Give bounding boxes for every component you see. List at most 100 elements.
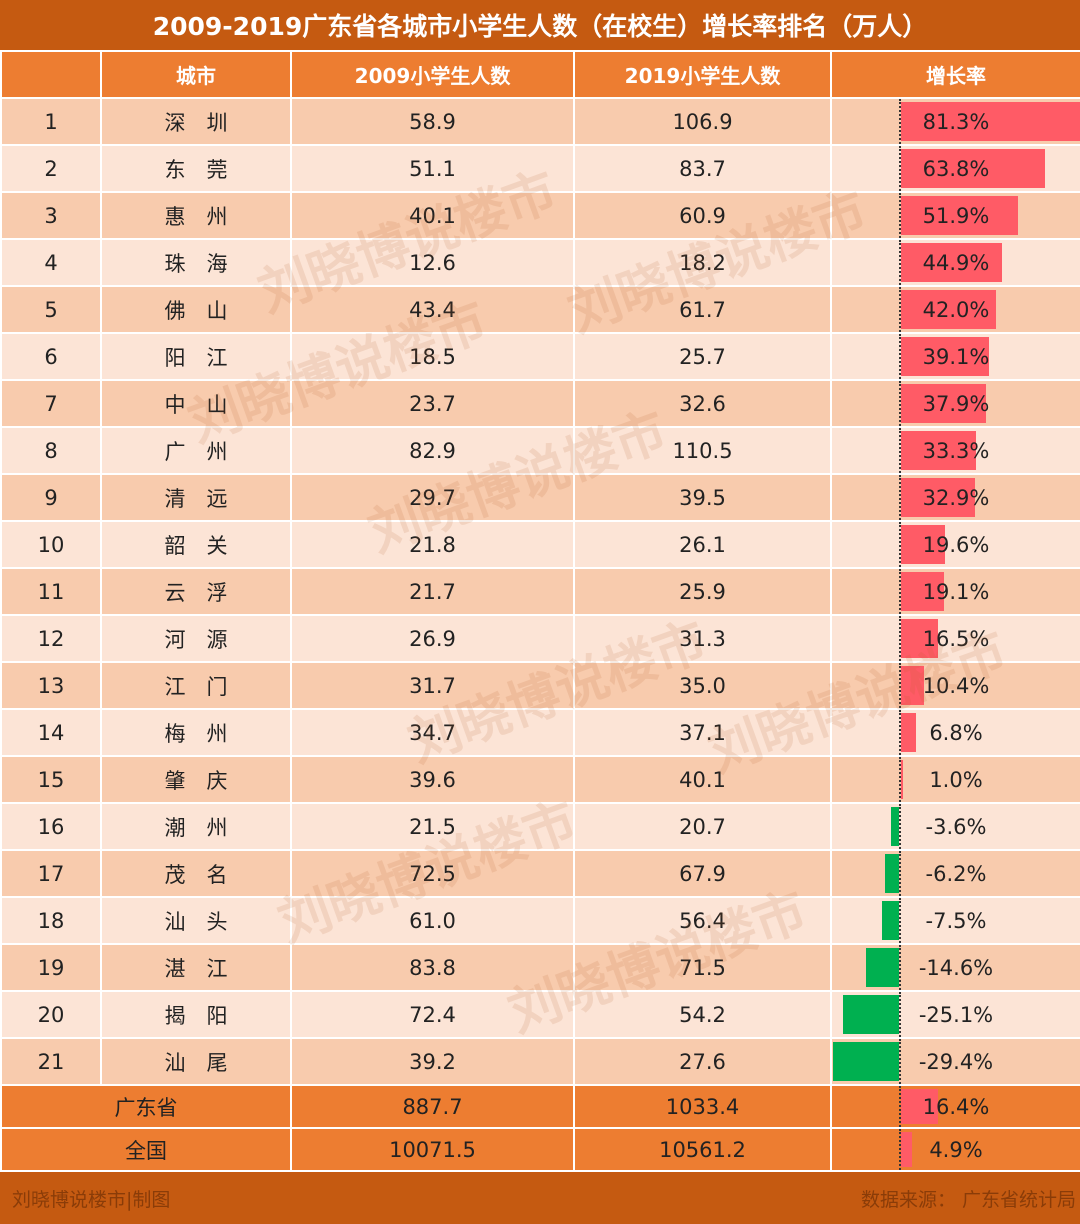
city-cell: 中 山 bbox=[100, 379, 292, 428]
value-2019-cell-text: 1033.4 bbox=[665, 1094, 740, 1119]
zero-axis-line bbox=[899, 288, 901, 331]
rank-cell: 7 bbox=[0, 379, 102, 428]
city-cell-text: 深 圳 bbox=[164, 110, 228, 135]
value-2009-cell-text: 21.8 bbox=[409, 532, 456, 557]
rate-cell: -14.6% bbox=[830, 943, 1080, 992]
zero-axis-line bbox=[899, 382, 901, 425]
city-cell: 湛 江 bbox=[100, 943, 292, 992]
city-cell-text: 梅 州 bbox=[164, 721, 228, 746]
value-2019-cell: 27.6 bbox=[573, 1037, 832, 1086]
positive-rate-bar bbox=[901, 572, 944, 611]
value-2019-cell: 32.6 bbox=[573, 379, 832, 428]
value-2009-cell: 18.5 bbox=[290, 332, 575, 381]
rate-cell: 37.9% bbox=[830, 379, 1080, 428]
city-cell-text: 韶 关 bbox=[164, 533, 228, 558]
city-cell: 梅 州 bbox=[100, 708, 292, 757]
rank-cell-text: 10 bbox=[37, 532, 65, 557]
table-row: 20 揭 阳 72.4 54.2 -25.1% bbox=[0, 990, 1080, 1039]
value-2009-cell: 39.2 bbox=[290, 1037, 575, 1086]
rate-cell: 6.8% bbox=[830, 708, 1080, 757]
rank-cell: 16 bbox=[0, 802, 102, 851]
value-2019-cell: 54.2 bbox=[573, 990, 832, 1039]
rank-cell: 12 bbox=[0, 614, 102, 663]
value-2009-cell-text: 82.9 bbox=[409, 438, 456, 463]
positive-rate-bar bbox=[901, 149, 1045, 188]
zero-axis-line bbox=[899, 617, 901, 660]
table-row: 19 湛 江 83.8 71.5 -14.6% bbox=[0, 943, 1080, 992]
table-row: 17 茂 名 72.5 67.9 -6.2% bbox=[0, 849, 1080, 898]
rate-label: 16.4% bbox=[922, 1094, 990, 1119]
value-2019-cell: 26.1 bbox=[573, 520, 832, 569]
value-2009-cell-text: 39.2 bbox=[409, 1049, 456, 1074]
city-cell-text: 潮 州 bbox=[164, 815, 228, 840]
rank-cell-text: 19 bbox=[37, 955, 65, 980]
value-2009-cell: 12.6 bbox=[290, 238, 575, 287]
value-2009-cell: 82.9 bbox=[290, 426, 575, 475]
table-row: 1 深 圳 58.9 106.9 81.3% bbox=[0, 97, 1080, 146]
header-2019: 2019小学生人数 bbox=[573, 50, 832, 99]
rank-cell: 6 bbox=[0, 332, 102, 381]
rate-label: -3.6% bbox=[925, 814, 987, 839]
rate-label: 44.9% bbox=[922, 250, 990, 275]
table-row: 21 汕 尾 39.2 27.6 -29.4% bbox=[0, 1037, 1080, 1086]
table-row: 10 韶 关 21.8 26.1 19.6% bbox=[0, 520, 1080, 569]
city-cell: 珠 海 bbox=[100, 238, 292, 287]
rank-cell-text: 11 bbox=[37, 579, 65, 604]
value-2009-cell: 29.7 bbox=[290, 473, 575, 522]
city-cell: 潮 州 bbox=[100, 802, 292, 851]
value-2019-cell-text: 54.2 bbox=[679, 1002, 726, 1027]
value-2019-cell: 61.7 bbox=[573, 285, 832, 334]
rank-cell-text: 16 bbox=[37, 814, 65, 839]
rate-label: 42.0% bbox=[922, 297, 990, 322]
value-2019-cell: 37.1 bbox=[573, 708, 832, 757]
header-rate: 增长率 bbox=[830, 50, 1080, 99]
value-2009-cell: 43.4 bbox=[290, 285, 575, 334]
positive-rate-bar bbox=[901, 1089, 938, 1124]
value-2019-cell: 83.7 bbox=[573, 144, 832, 193]
value-2009-cell-text: 29.7 bbox=[409, 485, 456, 510]
value-2019-cell: 71.5 bbox=[573, 943, 832, 992]
value-2009-cell-text: 39.6 bbox=[409, 767, 456, 792]
positive-rate-bar bbox=[901, 337, 989, 376]
summary-row: 广东省 887.7 1033.4 16.4% bbox=[0, 1084, 1080, 1129]
value-2009-cell-text: 12.6 bbox=[409, 250, 456, 275]
city-cell-text: 阳 江 bbox=[164, 345, 228, 370]
city-cell-text: 广 州 bbox=[164, 439, 228, 464]
rate-label: -14.6% bbox=[918, 955, 994, 980]
rank-cell-text: 17 bbox=[37, 861, 65, 886]
value-2009-cell-text: 72.5 bbox=[409, 861, 456, 886]
rank-cell: 21 bbox=[0, 1037, 102, 1086]
value-2009-cell: 887.7 bbox=[290, 1084, 575, 1129]
value-2019-cell: 56.4 bbox=[573, 896, 832, 945]
summary-label-cell: 广东省 bbox=[0, 1084, 292, 1129]
value-2009-cell: 23.7 bbox=[290, 379, 575, 428]
rank-cell: 4 bbox=[0, 238, 102, 287]
city-cell-text: 清 远 bbox=[164, 486, 228, 511]
value-2019-cell: 39.5 bbox=[573, 473, 832, 522]
city-cell: 汕 尾 bbox=[100, 1037, 292, 1086]
table-row: 5 佛 山 43.4 61.7 42.0% bbox=[0, 285, 1080, 334]
rate-label: -6.2% bbox=[925, 861, 987, 886]
rate-label: -25.1% bbox=[918, 1002, 994, 1027]
value-2019-cell: 67.9 bbox=[573, 849, 832, 898]
rate-cell: -7.5% bbox=[830, 896, 1080, 945]
rate-cell: 33.3% bbox=[830, 426, 1080, 475]
value-2019-cell: 31.3 bbox=[573, 614, 832, 663]
table-row: 14 梅 州 34.7 37.1 6.8% bbox=[0, 708, 1080, 757]
city-cell: 汕 头 bbox=[100, 896, 292, 945]
table-row: 9 清 远 29.7 39.5 32.9% bbox=[0, 473, 1080, 522]
zero-axis-line bbox=[899, 711, 901, 754]
value-2009-cell-text: 18.5 bbox=[409, 344, 456, 369]
rate-label: 51.9% bbox=[922, 203, 990, 228]
value-2019-cell-text: 20.7 bbox=[679, 814, 726, 839]
positive-rate-bar bbox=[901, 102, 1079, 141]
value-2009-cell-text: 51.1 bbox=[409, 156, 456, 181]
rank-cell: 3 bbox=[0, 191, 102, 240]
value-2009-cell-text: 61.0 bbox=[409, 908, 456, 933]
negative-rate-bar bbox=[885, 854, 899, 893]
rank-cell-text: 15 bbox=[37, 767, 65, 792]
zero-axis-line bbox=[899, 429, 901, 472]
value-2009-cell: 39.6 bbox=[290, 755, 575, 804]
city-cell-text: 云 浮 bbox=[164, 580, 228, 605]
rate-label: 6.8% bbox=[929, 720, 983, 745]
